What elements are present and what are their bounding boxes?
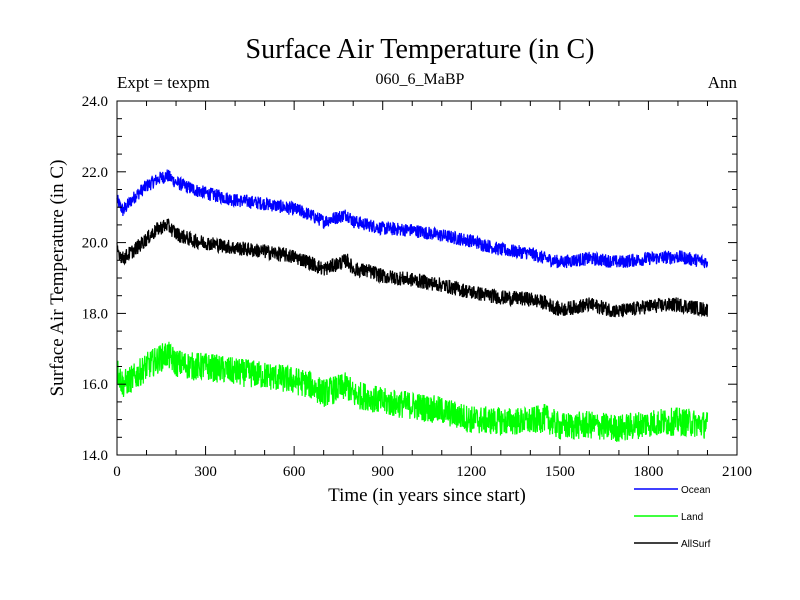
x-tick-label: 300 [194,464,217,480]
y-tick-label: 18.0 [82,306,108,322]
y-tick-labels: 14.0 16.0 18.0 20.0 22.0 24.0 [82,94,108,464]
y-axis-label: Surface Air Temperature (in C) [47,160,68,397]
plot-lines [116,169,709,442]
y-tick-label: 14.0 [82,448,108,464]
x-tick-label: 2100 [722,464,752,480]
series-line-ocean [116,169,709,269]
series-line-land [116,341,709,442]
chart-title: Surface Air Temperature (in C) [246,34,595,65]
x-tick-label: 1200 [456,464,486,480]
series-line-allsurf [116,218,709,318]
experiment-label: Expt = texpm [117,73,210,92]
axis-ticks [116,100,738,456]
y-tick-label: 20.0 [82,236,108,252]
legend-label-land: Land [681,512,703,523]
chart-subtitle: 060_6_MaBP [376,71,465,88]
x-axis-label: Time (in years since start) [328,485,526,506]
x-tick-labels: 0 300 600 900 1200 1500 1800 2100 [113,464,752,480]
legend: Ocean Land AllSurf [634,485,711,550]
legend-label-allsurf: AllSurf [681,539,711,550]
legend-label-ocean: Ocean [681,485,710,496]
season-label: Ann [708,73,738,92]
x-tick-label: 1800 [633,464,663,480]
x-tick-label: 1500 [545,464,575,480]
x-tick-label: 0 [113,464,121,480]
x-tick-label: 900 [371,464,394,480]
y-tick-label: 24.0 [82,94,108,110]
y-tick-label: 16.0 [82,377,108,393]
x-tick-label: 600 [283,464,306,480]
y-tick-label: 22.0 [82,165,108,181]
